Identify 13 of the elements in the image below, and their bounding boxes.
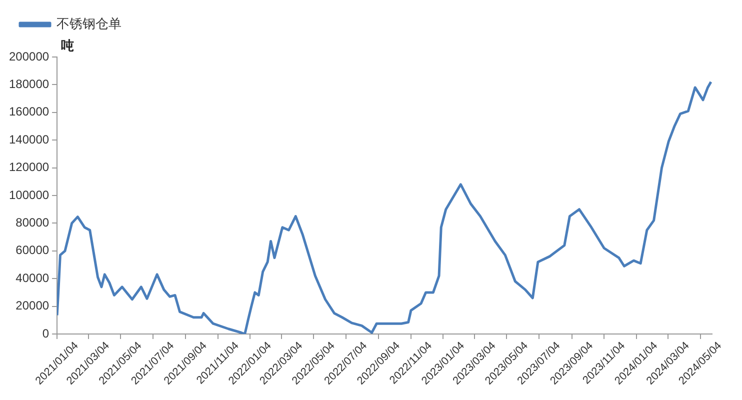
y-tick-label: 80000 — [16, 216, 50, 230]
y-axis-title: 吨 — [61, 38, 74, 54]
y-tick-label: 160000 — [8, 104, 50, 119]
y-tick-label: 200000 — [8, 49, 50, 64]
y-tick-label: 0 — [42, 326, 50, 340]
y-tick-label: 100000 — [8, 188, 50, 202]
y-tick-label: 120000 — [8, 160, 50, 174]
legend-label: 不锈钢仓单 — [56, 16, 122, 32]
y-tick-label: 40000 — [16, 270, 50, 285]
y-tick-label: 140000 — [8, 132, 50, 146]
y-tick-label: 180000 — [8, 77, 50, 92]
y-tick-label: 60000 — [16, 243, 50, 258]
y-tick-label: 20000 — [16, 298, 50, 313]
